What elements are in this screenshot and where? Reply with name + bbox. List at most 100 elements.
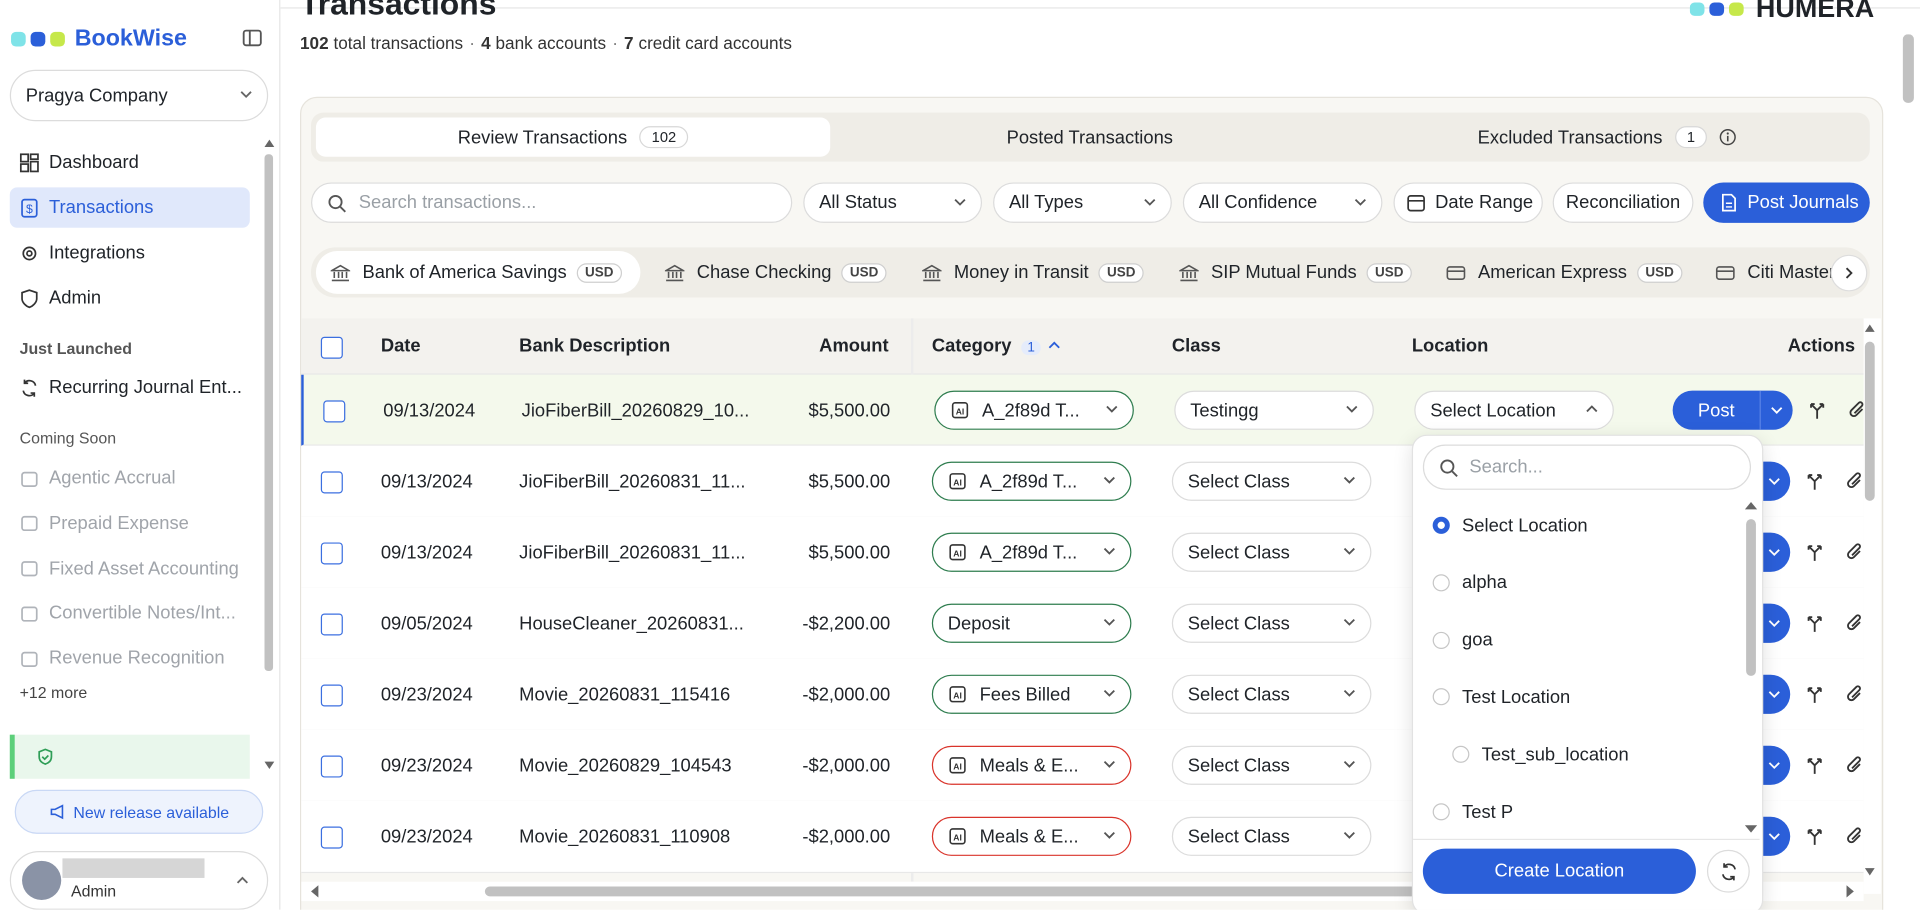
category-select[interactable]: AI Meals & E... (931, 816, 1132, 856)
filter-dropdown[interactable]: All Types (993, 182, 1172, 223)
option-label: alpha (1462, 572, 1507, 594)
filter-dropdown[interactable]: All Status (803, 182, 983, 223)
location-option[interactable]: alpha (1432, 568, 1507, 597)
refresh-button[interactable] (1706, 849, 1750, 893)
more-link[interactable]: +12 more (19, 683, 88, 702)
post-button[interactable]: Post (1672, 390, 1793, 430)
nav-item[interactable]: $ Transactions (9, 187, 250, 228)
date-range-button[interactable]: Date Range (1393, 182, 1543, 223)
table-row[interactable]: 09/13/2024 JioFiberBill_20260829_10... $5,… (301, 374, 1864, 446)
class-select[interactable]: Select Class (1171, 745, 1372, 785)
create-location-button[interactable]: Create Location (1422, 848, 1696, 894)
release-button[interactable]: New release available (14, 789, 264, 834)
location-option[interactable]: goa (1432, 625, 1493, 654)
nav-item[interactable]: Integrations (10, 233, 250, 273)
account-name: Bank of America Savings (362, 262, 567, 283)
nav-label: Integrations (48, 242, 145, 264)
row-checkbox[interactable] (320, 542, 343, 565)
location-option[interactable]: Test P (1432, 797, 1513, 826)
class-label: Select Class (1187, 825, 1290, 847)
class-select[interactable]: Select Class (1171, 674, 1372, 714)
button-label: Post Journals (1747, 192, 1859, 214)
row-checkbox[interactable] (320, 613, 343, 636)
post-split[interactable] (1759, 390, 1793, 430)
location-select[interactable]: Select Location (1414, 390, 1614, 430)
nav-item[interactable]: Admin (10, 278, 250, 318)
column-label: Class (1171, 335, 1221, 357)
chevron (1144, 198, 1156, 206)
header-checkbox[interactable] (320, 336, 343, 359)
svg-text:AI: AI (953, 549, 962, 559)
reconciliation-button[interactable]: Reconciliation (1552, 182, 1694, 223)
chevron (1771, 407, 1783, 414)
row-checkbox[interactable] (320, 755, 343, 778)
category-select[interactable]: AI Meals & E... (931, 745, 1132, 785)
search-box[interactable]: Search transactions... (311, 182, 793, 223)
category-select[interactable]: AI Fees Billed (931, 674, 1132, 714)
chevron (1343, 760, 1355, 768)
post-split-button[interactable] (1758, 745, 1791, 785)
nav-item[interactable]: Dashboard (10, 142, 250, 182)
location-option[interactable]: Select Location (1432, 511, 1588, 540)
attach-icon (1849, 401, 1864, 418)
svg-text:AI: AI (953, 833, 962, 843)
search-placeholder: Search... (1469, 456, 1543, 478)
class-label: Select Class (1187, 612, 1290, 634)
category-select[interactable]: Deposit (931, 603, 1132, 643)
class-select[interactable]: Select Class (1171, 603, 1372, 643)
account-chip[interactable]: Citi Master (1701, 251, 1860, 294)
chevron (1343, 618, 1355, 626)
category-label: Deposit (947, 612, 1011, 634)
class-label: Testingg (1190, 399, 1259, 421)
nav-icon: $ (21, 198, 38, 217)
account-next[interactable] (1830, 254, 1868, 292)
location-label: Select Location (1430, 399, 1556, 421)
tab[interactable]: Review Transactions 102 (315, 117, 831, 157)
company-select[interactable]: Pragya Company (9, 69, 269, 122)
post-split-button[interactable] (1758, 461, 1791, 501)
filter-label: All Status (819, 192, 897, 214)
account-chip[interactable]: SIP Mutual Funds USD (1164, 251, 1419, 294)
category-select[interactable]: AI A_2f89d T... (931, 461, 1132, 501)
date-cell: 09/23/2024 (380, 825, 473, 847)
class-select[interactable]: Select Class (1171, 816, 1372, 856)
tab-count: 102 (639, 126, 689, 149)
row-checkbox[interactable] (323, 400, 346, 423)
post-split-button[interactable] (1758, 532, 1791, 572)
post-split-button[interactable] (1758, 816, 1791, 856)
collapse-icon[interactable] (242, 28, 262, 48)
nav-icon (21, 606, 38, 622)
split-icon (1807, 758, 1822, 774)
row-checkbox[interactable] (320, 471, 343, 494)
post-journals-button[interactable]: Post Journals (1703, 182, 1870, 223)
post-split-button[interactable] (1758, 603, 1791, 643)
category-select[interactable]: AI A_2f89d T... (931, 532, 1132, 572)
location-option[interactable]: Test_sub_location (1452, 740, 1629, 769)
user-card[interactable]: Admin (9, 851, 269, 910)
nav-item[interactable]: Recurring Journal Ent... (10, 367, 250, 407)
chevron (236, 876, 248, 884)
location-option[interactable]: Test Location (1432, 683, 1570, 712)
chevron (1343, 832, 1355, 839)
company-name: Pragya Company (25, 85, 168, 106)
tab[interactable]: Posted Transactions (830, 118, 1349, 157)
account-chip[interactable]: Bank of America Savings USD (315, 251, 641, 294)
class-select[interactable]: Select Class (1171, 532, 1372, 572)
post-split-button[interactable] (1758, 674, 1791, 714)
date-cell: 09/05/2024 (380, 612, 473, 634)
column-header[interactable]: Category 1 (932, 336, 1061, 356)
account-chip[interactable]: Money in Transit USD (907, 251, 1152, 294)
account-chip[interactable]: Chase Checking USD (650, 251, 895, 294)
row-checkbox[interactable] (320, 826, 343, 849)
class-select[interactable]: Select Class (1171, 461, 1372, 501)
column-header: Location (1412, 336, 1489, 357)
class-select[interactable]: Testingg (1174, 390, 1374, 430)
category-select[interactable]: AI A_2f89d T... (934, 390, 1134, 430)
account-chip[interactable]: American Express USD (1431, 251, 1688, 294)
svg-text:AI: AI (953, 478, 962, 488)
filter-dropdown[interactable]: All Confidence (1182, 182, 1383, 223)
category-label: A_2f89d T... (979, 541, 1078, 563)
location-search[interactable]: Search... (1422, 444, 1752, 490)
tab[interactable]: Excluded Transactions 1 (1349, 118, 1865, 157)
row-checkbox[interactable] (320, 684, 343, 707)
